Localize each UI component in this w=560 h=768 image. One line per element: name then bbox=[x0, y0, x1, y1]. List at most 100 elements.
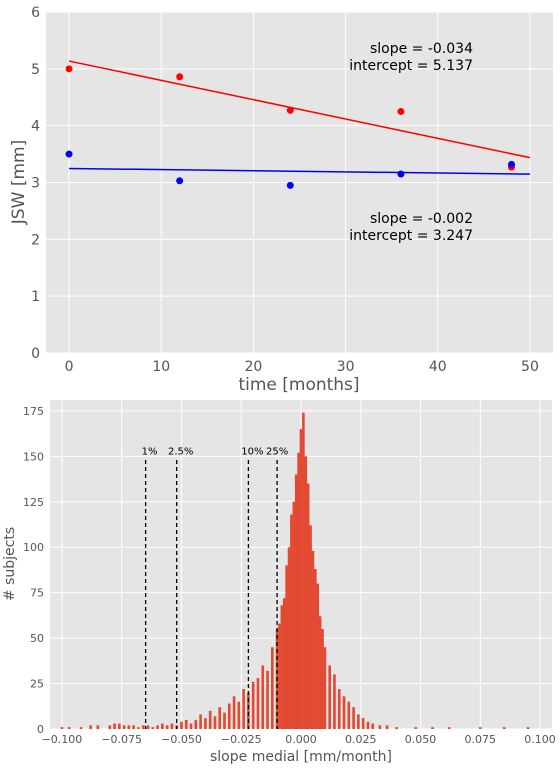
histogram-bar bbox=[316, 583, 320, 729]
histogram-bar bbox=[118, 723, 121, 729]
histogram-bar bbox=[141, 725, 145, 729]
histogram-bar bbox=[266, 670, 269, 729]
histogram-bar bbox=[302, 412, 305, 729]
histogram-bar bbox=[261, 665, 265, 729]
histogram-bar bbox=[256, 678, 260, 729]
histogram-bar bbox=[89, 725, 92, 729]
scatter-x-tick-label: 10 bbox=[152, 359, 170, 375]
histogram-bar bbox=[502, 727, 506, 729]
histogram-bar bbox=[146, 725, 150, 729]
histogram-bar bbox=[161, 723, 164, 729]
histogram-bar bbox=[526, 727, 530, 729]
histogram-bar bbox=[184, 719, 188, 729]
histogram-bar bbox=[385, 725, 389, 729]
histogram-bar bbox=[137, 727, 140, 729]
scatter-x-tick-label: 30 bbox=[337, 359, 355, 375]
histogram-bar bbox=[213, 716, 217, 729]
histogram-x-tick-label: −0.025 bbox=[221, 733, 262, 746]
histogram-x-ticks: −0.100 −0.075 −0.050 −0.025 0.000 0.025 0.050 0… bbox=[42, 733, 556, 746]
scatter-point-series-0 bbox=[65, 65, 73, 73]
histogram-bar bbox=[311, 550, 315, 729]
histogram-bar bbox=[227, 703, 231, 729]
histogram-bar bbox=[108, 725, 112, 729]
scatter-points bbox=[65, 65, 516, 189]
scatter-y-tick-label: 1 bbox=[31, 289, 40, 305]
histogram-bar bbox=[478, 727, 482, 729]
histogram-bar bbox=[337, 689, 341, 729]
histogram-bar bbox=[347, 701, 351, 729]
histogram-bar bbox=[309, 525, 312, 729]
histogram-x-tick-label: 0.100 bbox=[524, 733, 556, 746]
histogram-bar bbox=[170, 723, 174, 729]
scatter-point-series-1 bbox=[286, 181, 294, 189]
histogram-x-tick-label: 0.000 bbox=[285, 733, 317, 746]
scatter-annotation-blue-slope: slope = -0.002 bbox=[370, 211, 473, 227]
histogram-bar bbox=[232, 696, 236, 729]
histogram-bar bbox=[67, 727, 71, 729]
histogram-panel: 1% 2.5% 10% 25% −0.100 −0.075 −0.050 −0.025 0.0… bbox=[2, 400, 556, 765]
scatter-y-axis-label: JSW [mm] bbox=[9, 140, 29, 225]
histogram-bar bbox=[431, 727, 434, 729]
histogram-bar bbox=[251, 681, 255, 729]
histogram-bar bbox=[113, 723, 116, 729]
scatter-x-tick-label: 50 bbox=[521, 359, 539, 375]
scatter-y-tick-label: 3 bbox=[31, 176, 40, 192]
scatter-point-series-1 bbox=[397, 170, 405, 178]
histogram-bar bbox=[237, 701, 241, 729]
percentile-label: 10% bbox=[241, 446, 263, 457]
histogram-bar bbox=[361, 718, 365, 729]
histogram-y-tick-label: 0 bbox=[37, 723, 44, 736]
scatter-annotation-blue-intercept: intercept = 3.247 bbox=[349, 228, 473, 244]
histogram-bar bbox=[270, 647, 274, 729]
histogram-bar bbox=[292, 501, 296, 729]
histogram-bar bbox=[290, 514, 293, 729]
histogram-y-tick-label: 25 bbox=[30, 678, 44, 691]
fit-line-series-1 bbox=[69, 167, 530, 175]
scatter-point-series-1 bbox=[176, 177, 184, 185]
histogram-bar bbox=[323, 647, 327, 729]
histogram-x-tick-label: −0.075 bbox=[101, 733, 142, 746]
histogram-y-tick-label: 75 bbox=[30, 587, 44, 600]
histogram-bar bbox=[204, 718, 207, 729]
histogram-bar bbox=[151, 727, 155, 729]
scatter-y-ticks: 0 1 2 3 4 5 6 bbox=[31, 5, 40, 362]
histogram-bar bbox=[96, 725, 100, 729]
scatter-y-tick-label: 2 bbox=[31, 232, 40, 248]
histogram-bar bbox=[223, 712, 226, 729]
histogram-bar bbox=[357, 714, 360, 729]
histogram-bar bbox=[306, 483, 310, 729]
scatter-point-series-1 bbox=[65, 150, 73, 158]
scatter-x-tick-label: 40 bbox=[429, 359, 447, 375]
scatter-x-tick-label: 20 bbox=[244, 359, 262, 375]
histogram-bar bbox=[208, 710, 212, 729]
histogram-bar bbox=[282, 598, 286, 729]
histogram-bar bbox=[447, 727, 451, 729]
scatter-y-tick-label: 0 bbox=[31, 346, 40, 362]
histogram-bar bbox=[165, 725, 169, 729]
histogram-bar bbox=[352, 707, 355, 729]
percentile-label: 1% bbox=[142, 446, 158, 457]
histogram-x-tick-label: 0.025 bbox=[345, 733, 377, 746]
histogram-bar bbox=[294, 474, 298, 729]
scatter-x-axis-label: time [months] bbox=[238, 375, 359, 395]
histogram-bar bbox=[156, 725, 159, 729]
scatter-y-tick-label: 5 bbox=[31, 62, 40, 78]
scatter-y-tick-label: 6 bbox=[31, 5, 40, 21]
histogram-bar bbox=[199, 714, 202, 729]
histogram-bar bbox=[189, 723, 193, 729]
scatter-x-tick-label: 0 bbox=[65, 359, 74, 375]
histogram-bar bbox=[60, 727, 64, 729]
histogram-bar bbox=[378, 725, 382, 729]
histogram-x-tick-label: −0.100 bbox=[42, 733, 83, 746]
histogram-x-axis-label: slope medial [mm/month] bbox=[210, 749, 392, 765]
histogram-x-tick-label: 0.075 bbox=[465, 733, 497, 746]
histogram-y-axis-label: # subjects bbox=[2, 527, 18, 601]
fit-line-series-0 bbox=[68, 60, 531, 159]
scatter-annotation-red-slope: slope = -0.034 bbox=[370, 41, 473, 57]
histogram-bar bbox=[218, 707, 222, 729]
histogram-bar bbox=[366, 721, 370, 729]
scatter-point-series-0 bbox=[286, 106, 294, 114]
histogram-bar bbox=[314, 569, 317, 729]
histogram-bar bbox=[242, 689, 245, 729]
scatter-grid bbox=[46, 11, 553, 354]
